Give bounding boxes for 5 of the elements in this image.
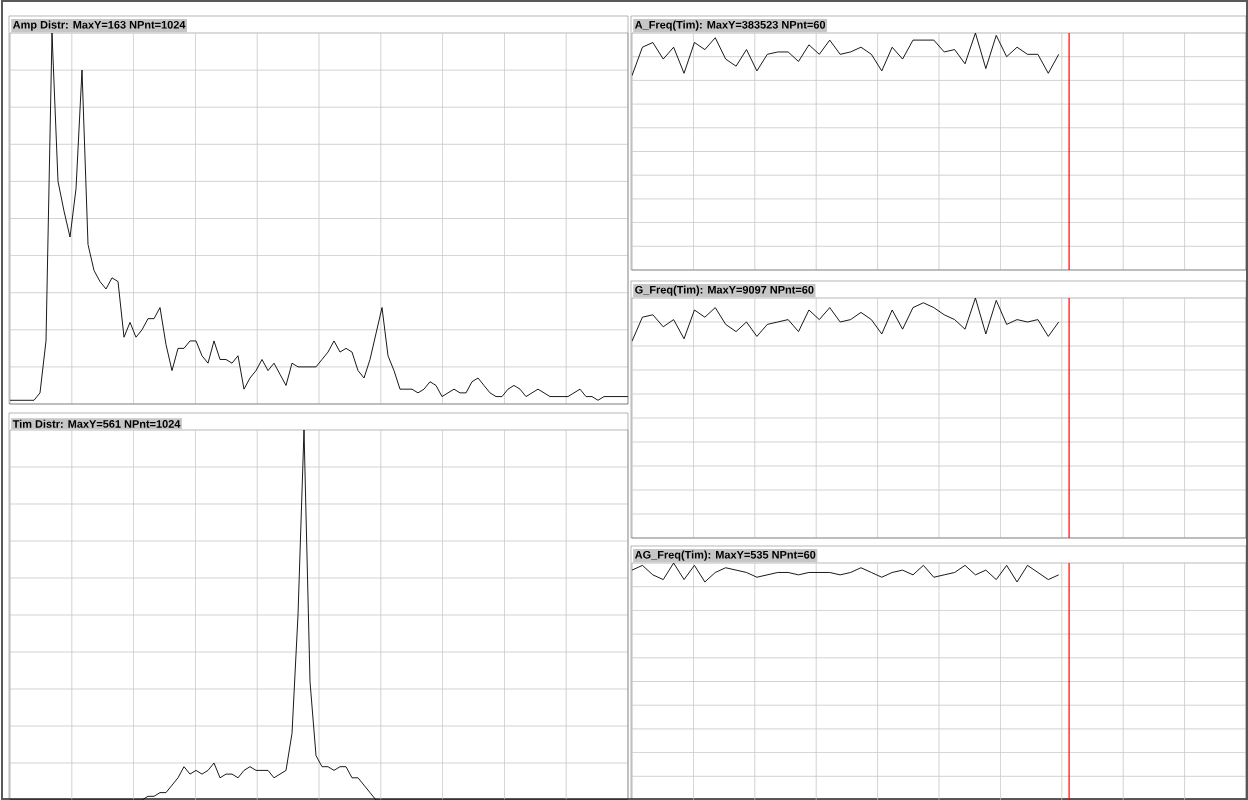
chart-title: AG_Freq(Tim): MaxY=535 NPnt=60 [634, 550, 816, 561]
chart-title: Tim Distr: MaxY=561 NPnt=1024 [12, 419, 181, 428]
chart-title: G_Freq(Tim): MaxY=9097 NPnt=60 [635, 285, 814, 296]
chart-title: A_Freq(Tim): MaxY=383523 NPnt=60 [634, 20, 826, 31]
chart-title: Amp Distr: MaxY=163 NPnt=1024 [12, 20, 186, 31]
